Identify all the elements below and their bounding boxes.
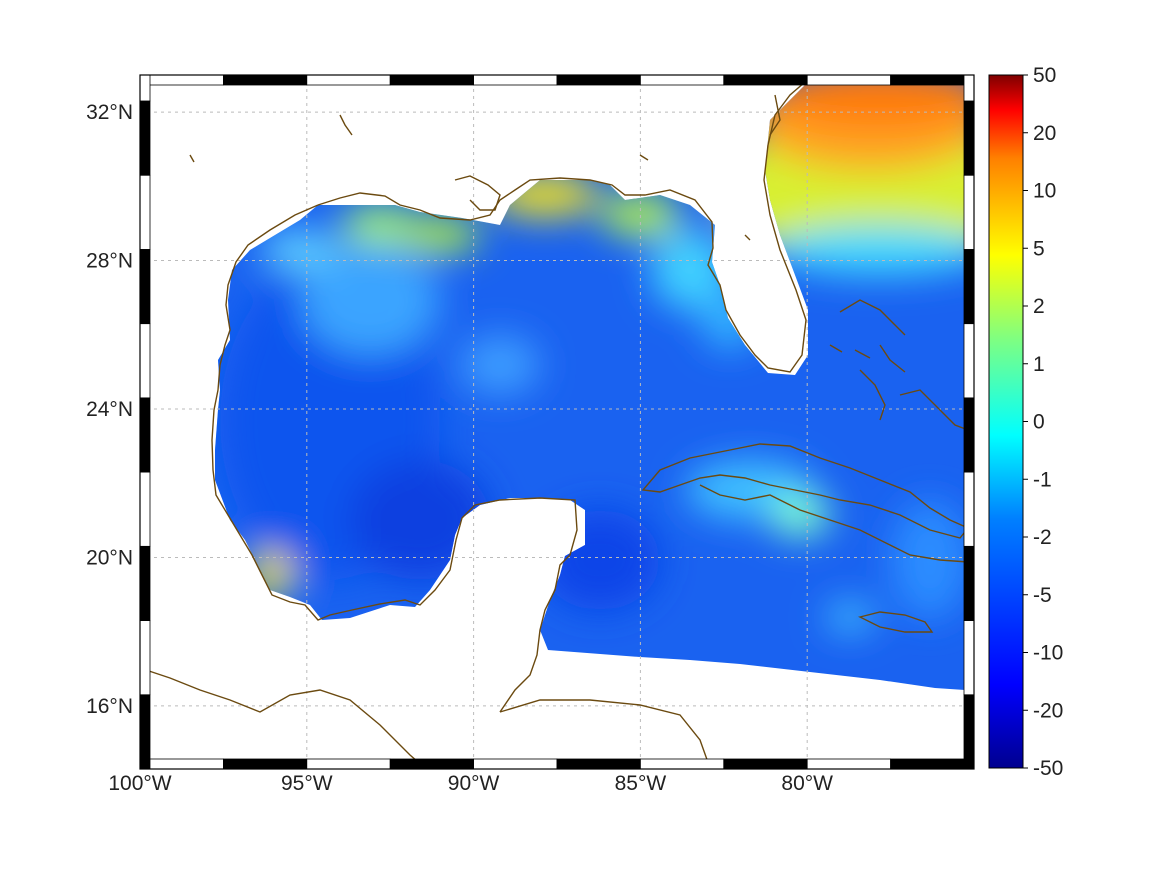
colorbar-tick-label: 1 bbox=[1033, 353, 1045, 376]
coastline-central-america bbox=[139, 667, 426, 769]
frame-block-top bbox=[389, 74, 475, 86]
lon-tick-label: 95°W bbox=[281, 772, 333, 795]
frame-block-right bbox=[963, 694, 975, 770]
lon-tick-label: 90°W bbox=[448, 772, 500, 795]
colorbar-tick-label: -10 bbox=[1033, 642, 1063, 665]
frame-block-bottom bbox=[806, 758, 892, 770]
frame-block-left bbox=[139, 100, 151, 176]
frame-block-left bbox=[139, 620, 151, 696]
frame-block-left bbox=[139, 694, 151, 770]
frame-block-top bbox=[723, 74, 808, 86]
lat-tick-label: 32°N bbox=[86, 101, 133, 124]
frame-block-bottom bbox=[890, 758, 975, 770]
frame-block-top bbox=[306, 74, 391, 86]
colorbar-tick-label: 50 bbox=[1033, 64, 1056, 87]
frame-block-bottom bbox=[473, 758, 558, 770]
coastline-us-mexico-gulf bbox=[317, 75, 813, 373]
frame-block-right bbox=[963, 100, 975, 176]
coastline-mexico-west bbox=[211, 204, 578, 713]
frame-outline bbox=[139, 74, 975, 770]
colorbar-tick-label: 2 bbox=[1033, 295, 1045, 318]
frame-block-right bbox=[963, 397, 975, 473]
colorbar-gradient bbox=[988, 74, 1024, 769]
lat-tick-label: 16°N bbox=[86, 695, 133, 718]
lat-tick-label: 20°N bbox=[86, 546, 133, 569]
colorbar-tick-label: 5 bbox=[1033, 237, 1045, 260]
frame-block-bottom bbox=[139, 758, 224, 770]
colorbar-tick-label: -5 bbox=[1033, 584, 1052, 607]
frame-block-right bbox=[963, 174, 975, 250]
frame-block-left bbox=[139, 471, 151, 547]
lon-tick-label: 80°W bbox=[781, 772, 833, 795]
frame-block-bottom bbox=[556, 758, 641, 770]
frame-block-top bbox=[473, 74, 558, 86]
latitude-labels: 16°N 20°N 24°N 28°N 32°N bbox=[86, 101, 133, 718]
frame-block-left bbox=[139, 174, 151, 250]
frame-block-right bbox=[963, 249, 975, 325]
frame-block-left bbox=[139, 249, 151, 325]
coastline-bahamas bbox=[829, 299, 969, 431]
lon-tick-label: 100°W bbox=[108, 772, 171, 795]
colorbar-tick-label: 10 bbox=[1033, 180, 1056, 203]
graticule-grid bbox=[139, 75, 974, 769]
frame-block-top bbox=[222, 74, 308, 86]
anomaly-field bbox=[215, 85, 965, 690]
coastline-jamaica bbox=[857, 611, 934, 633]
frame-block-left bbox=[139, 74, 151, 102]
coastline bbox=[139, 75, 970, 769]
frame-block-right bbox=[963, 471, 975, 547]
coastline-honduras bbox=[499, 699, 711, 769]
coastline-cuba-south bbox=[699, 484, 969, 563]
colorbar-tick-label: -50 bbox=[1033, 757, 1063, 780]
frame-block-right bbox=[963, 323, 975, 399]
frame-block-bottom bbox=[723, 758, 808, 770]
frame-block-right bbox=[963, 74, 975, 102]
frame-block-bottom bbox=[306, 758, 391, 770]
lat-tick-label: 28°N bbox=[86, 250, 133, 273]
colorbar-tick-label: -2 bbox=[1033, 526, 1052, 549]
frame-block-top bbox=[640, 74, 725, 86]
lat-tick-label: 24°N bbox=[86, 398, 133, 421]
frame-block-top bbox=[806, 74, 892, 86]
colorbar-tick-label: 20 bbox=[1033, 122, 1056, 145]
frame-block-right bbox=[963, 545, 975, 621]
frame-block-bottom bbox=[640, 758, 725, 770]
frame-block-left bbox=[139, 545, 151, 621]
frame-block-left bbox=[139, 397, 151, 473]
frame-block-top bbox=[556, 74, 641, 86]
longitude-labels: 100°W 95°W 90°W 85°W 80°W bbox=[108, 772, 833, 795]
coastline-islands-north bbox=[189, 94, 781, 241]
frame-block-top bbox=[890, 74, 975, 86]
frame-block-bottom bbox=[222, 758, 308, 770]
frame-block-bottom bbox=[389, 758, 475, 770]
lon-tick-label: 85°W bbox=[615, 772, 667, 795]
coastline-cuba bbox=[641, 443, 970, 539]
frame-block-top bbox=[139, 74, 224, 86]
coastline-mississippi-delta bbox=[454, 175, 501, 211]
frame-block-left bbox=[139, 323, 151, 399]
colorbar-tick-label: -20 bbox=[1033, 699, 1063, 722]
frame-block-right bbox=[963, 620, 975, 696]
colorbar-tick-label: -1 bbox=[1033, 468, 1052, 491]
map-frame bbox=[139, 74, 975, 770]
colorbar-tick-label: 0 bbox=[1033, 411, 1045, 434]
